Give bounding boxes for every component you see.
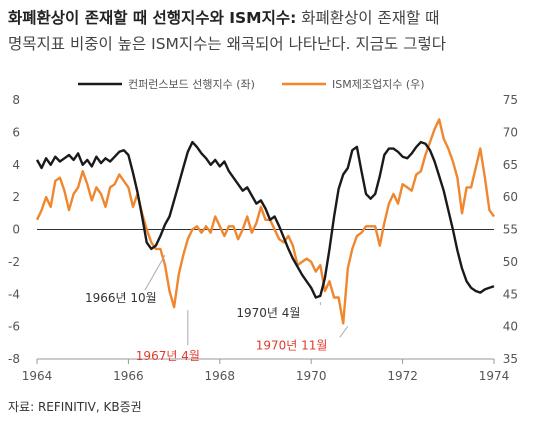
x-tick-label: 1972 xyxy=(387,369,418,383)
y-right-tick-label: 60 xyxy=(503,190,518,204)
x-tick-label: 1970 xyxy=(296,369,327,383)
y-left-tick-label: 0 xyxy=(12,223,20,237)
annotation-leader xyxy=(339,326,349,338)
annotation-label: 1967년 4월 xyxy=(136,349,200,363)
legend-label-ism: ISM제조업지수 (우) xyxy=(332,78,425,91)
y-left-tick-label: -6 xyxy=(8,320,20,334)
series-line-ism xyxy=(35,118,495,325)
legend-label-leading: 컨퍼런스보드 선행지수 (좌) xyxy=(128,78,255,91)
y-left-tick-label: 4 xyxy=(12,158,20,172)
annotation-leader xyxy=(144,254,166,291)
annotation-label: 1966년 10월 xyxy=(85,291,157,305)
y-left-tick-label: 6 xyxy=(12,125,20,139)
y-right-tick-label: 50 xyxy=(503,255,518,269)
y-right-tick-label: 65 xyxy=(503,158,518,172)
y-right-tick-label: 70 xyxy=(503,125,518,139)
y-right-tick-label: 55 xyxy=(503,223,518,237)
y-left-tick-label: 2 xyxy=(12,190,20,204)
chart-subtitle: 명목지표 비중이 높은 ISM지수는 왜곡되어 나타난다. 지금도 그렇다 xyxy=(8,35,446,53)
y-right-tick-label: 40 xyxy=(503,320,518,334)
source-note: 자료: REFINITIV, KB증권 xyxy=(8,400,142,414)
y-right-tick-label: 75 xyxy=(503,93,518,107)
chart-title-bold: 화폐환상이 존재할 때 선행지수와 ISM지수: xyxy=(8,9,297,27)
x-tick-label: 1974 xyxy=(479,369,510,383)
y-right-tick-label: 35 xyxy=(503,352,518,366)
annotation-label: 1970년 4월 xyxy=(236,306,300,320)
x-tick-label: 1964 xyxy=(22,369,53,383)
y-left-tick-label: -2 xyxy=(8,255,20,269)
x-tick-label: 1968 xyxy=(205,369,236,383)
y-right-tick-label: 45 xyxy=(503,287,518,301)
y-left-tick-label: 8 xyxy=(12,93,20,107)
series-line-leading xyxy=(35,140,495,299)
chart-title: 화폐환상이 존재할 때 선행지수와 ISM지수: 화폐환상이 존재할 때 xyxy=(8,6,528,30)
y-left-tick-label: -8 xyxy=(8,352,20,366)
annotation-label: 1970년 11월 xyxy=(256,338,328,352)
chart-title-rest: 화폐환상이 존재할 때 xyxy=(296,9,440,27)
x-tick-label: 1966 xyxy=(113,369,144,383)
y-left-tick-label: -4 xyxy=(8,287,20,301)
